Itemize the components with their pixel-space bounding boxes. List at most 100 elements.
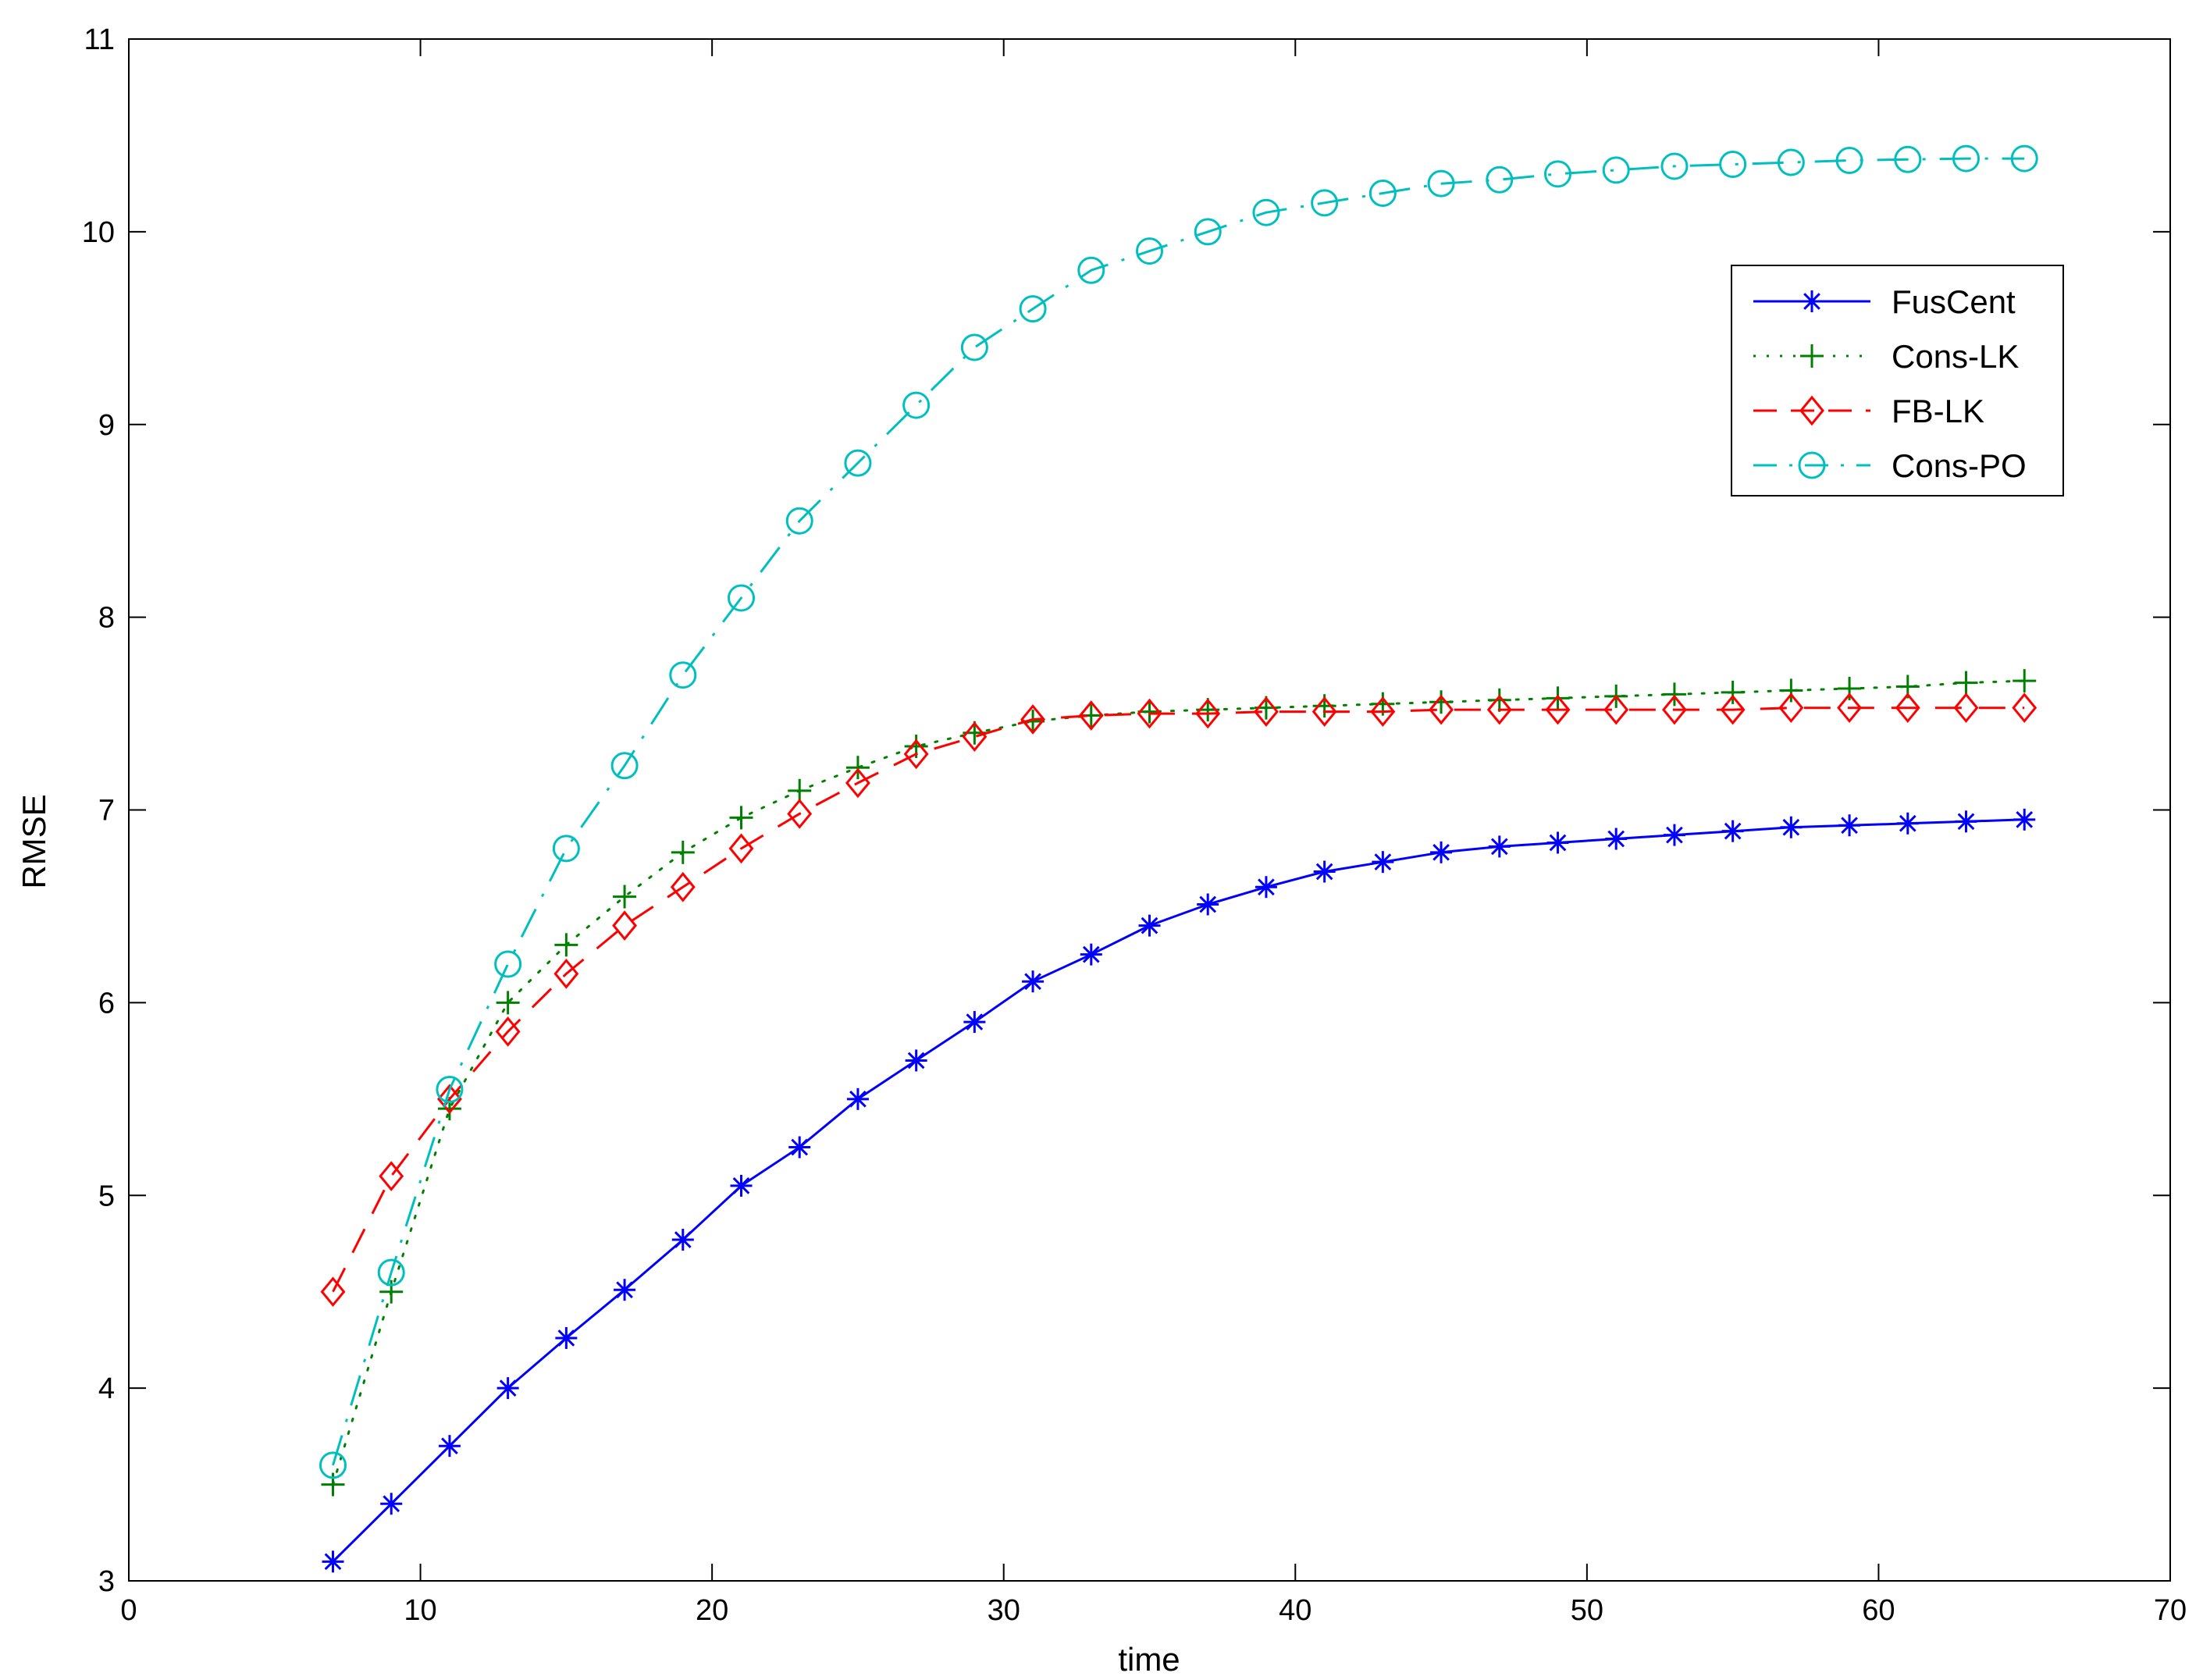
data-point [553, 958, 579, 989]
data-point [436, 1084, 462, 1115]
x-tick-label: 40 [1279, 1594, 1311, 1627]
y-tick-label: 5 [98, 1180, 115, 1212]
data-point [495, 1016, 521, 1047]
data-point [1429, 690, 1454, 714]
data-point [555, 1326, 578, 1349]
data-point [785, 507, 813, 535]
data-point [1954, 671, 1978, 695]
data-point [1197, 893, 1219, 916]
y-tick-label: 8 [98, 602, 115, 635]
data-point [2012, 692, 2038, 724]
data-point [1136, 237, 1163, 265]
data-point [1719, 150, 1747, 178]
data-point [1311, 189, 1339, 217]
data-point [613, 884, 637, 909]
data-point [845, 756, 870, 780]
series-cons-po [319, 144, 2038, 1479]
legend-box [1731, 265, 2064, 497]
legend-marker [1799, 395, 1824, 426]
data-point [671, 840, 695, 864]
data-point [496, 1377, 519, 1400]
y-tick-label: 3 [98, 1565, 115, 1598]
data-point [1835, 147, 1863, 175]
x-tick-label: 70 [2154, 1594, 2187, 1627]
data-point [1721, 820, 1744, 842]
y-tick-label: 7 [98, 795, 115, 828]
series-fuscent [322, 808, 2036, 1573]
data-point [1372, 851, 1394, 874]
x-tick-label: 10 [404, 1594, 436, 1627]
y-tick-label: 6 [98, 987, 115, 1020]
data-point [728, 833, 754, 864]
y-tick-label: 4 [98, 1372, 115, 1405]
data-point [787, 799, 813, 829]
data-point [1838, 814, 1861, 837]
x-tick-label: 20 [696, 1594, 728, 1627]
data-point [669, 661, 697, 689]
x-axis-label: time [1118, 1641, 1180, 1678]
data-point [614, 1279, 636, 1301]
data-point [1138, 914, 1161, 937]
legend: FusCent Cons-LK FB-LK Cons-PO [1731, 265, 2064, 497]
data-point [1546, 831, 1569, 854]
data-point [1955, 810, 1977, 833]
data-point [905, 1049, 927, 1072]
data-point [1078, 700, 1104, 731]
data-point [1780, 816, 1803, 838]
data-point [1137, 699, 1162, 724]
data-point [1255, 876, 1277, 899]
y-tick-label: 10 [82, 216, 115, 249]
data-point [1368, 180, 1397, 207]
data-point [728, 584, 755, 612]
y-axis-label: RMSE [16, 794, 52, 888]
data-point [322, 1550, 344, 1573]
data-point [320, 1276, 346, 1308]
data-point [1080, 943, 1102, 966]
y-tick-label: 9 [98, 409, 115, 442]
data-point [2010, 144, 2038, 173]
data-point [1545, 694, 1571, 725]
legend-marker [1800, 344, 1824, 368]
data-point [1019, 295, 1047, 323]
data-point [788, 778, 812, 803]
legend-entry: Cons-LK [1753, 338, 2019, 375]
data-point [1313, 860, 1336, 883]
data-point [1486, 694, 1512, 725]
legend-marker [1798, 451, 1826, 479]
data-point [554, 933, 578, 957]
data-point [730, 1174, 753, 1197]
x-tick-label: 30 [988, 1594, 1020, 1627]
data-point [1778, 692, 1804, 724]
data-point [1486, 166, 1514, 194]
data-point [377, 1258, 405, 1287]
data-point [1953, 692, 1979, 724]
data-point [1721, 680, 1745, 704]
data-point [671, 1229, 694, 1251]
data-point [788, 1136, 811, 1159]
data-point [1663, 824, 1685, 846]
data-point [844, 449, 872, 477]
data-point [1020, 704, 1046, 735]
data-point [960, 333, 988, 361]
data-point [902, 391, 931, 419]
axes-layer: 0 10 20 30 40 50 60 70 3 4 5 6 7 8 9 10 11 [82, 23, 2187, 1627]
data-point [1837, 692, 1863, 724]
data-point [610, 752, 639, 780]
data-point [1602, 156, 1630, 184]
data-point [496, 991, 520, 1015]
x-tick-label: 60 [1862, 1594, 1895, 1627]
legend-label: Cons-PO [1892, 447, 2027, 484]
legend-label: FB-LK [1892, 393, 1984, 429]
data-point [1370, 696, 1396, 727]
x-tick-label: 50 [1571, 1594, 1603, 1627]
data-point [1252, 198, 1280, 226]
data-point [1603, 694, 1629, 725]
data-point [1779, 678, 1803, 703]
data-point [1022, 970, 1045, 993]
data-point [962, 721, 988, 753]
data-point [1895, 692, 1920, 724]
y-tick-label: 11 [84, 23, 115, 56]
data-point [612, 910, 638, 941]
data-point [2013, 808, 2036, 831]
